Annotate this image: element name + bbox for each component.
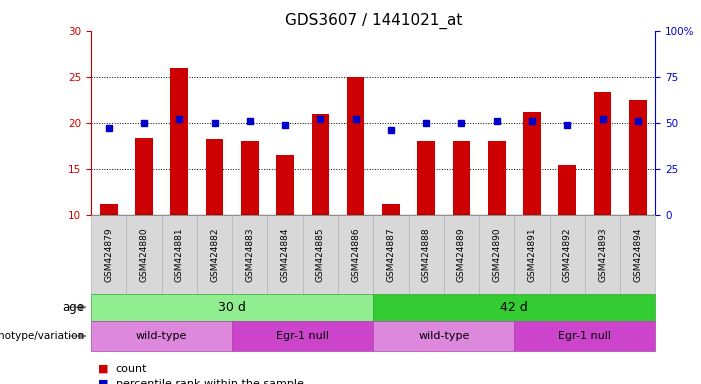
Text: 30 d: 30 d xyxy=(218,301,246,314)
Bar xyxy=(382,204,400,215)
Text: GSM424886: GSM424886 xyxy=(351,227,360,282)
Text: Egr-1 null: Egr-1 null xyxy=(276,331,329,341)
Bar xyxy=(629,100,646,215)
Text: GSM424889: GSM424889 xyxy=(457,227,466,282)
Text: count: count xyxy=(116,364,147,374)
Bar xyxy=(135,137,153,215)
Text: GSM424879: GSM424879 xyxy=(104,227,114,282)
Text: ■: ■ xyxy=(98,364,109,374)
Text: Egr-1 null: Egr-1 null xyxy=(559,331,611,341)
Text: age: age xyxy=(62,301,84,314)
Text: wild-type: wild-type xyxy=(136,331,187,341)
Bar xyxy=(559,165,576,215)
Bar xyxy=(311,114,329,215)
Bar xyxy=(206,139,224,215)
Text: GSM424891: GSM424891 xyxy=(527,227,536,282)
Bar xyxy=(100,204,118,215)
Text: GSM424883: GSM424883 xyxy=(245,227,254,282)
Text: genotype/variation: genotype/variation xyxy=(0,331,84,341)
Bar xyxy=(488,141,505,215)
Bar xyxy=(347,77,365,215)
Text: percentile rank within the sample: percentile rank within the sample xyxy=(116,379,304,384)
Text: GSM424885: GSM424885 xyxy=(316,227,325,282)
Text: GSM424887: GSM424887 xyxy=(386,227,395,282)
Text: GSM424890: GSM424890 xyxy=(492,227,501,282)
Text: GSM424892: GSM424892 xyxy=(563,227,572,281)
Title: GDS3607 / 1441021_at: GDS3607 / 1441021_at xyxy=(285,13,462,29)
Text: 42 d: 42 d xyxy=(501,301,529,314)
Text: GSM424888: GSM424888 xyxy=(422,227,430,282)
Text: ■: ■ xyxy=(98,379,109,384)
Text: GSM424893: GSM424893 xyxy=(598,227,607,282)
Text: wild-type: wild-type xyxy=(418,331,470,341)
Bar xyxy=(417,141,435,215)
Bar xyxy=(594,93,611,215)
Text: GSM424894: GSM424894 xyxy=(633,227,642,281)
Text: GSM424880: GSM424880 xyxy=(139,227,149,282)
Bar xyxy=(523,112,540,215)
Bar xyxy=(241,141,259,215)
Bar xyxy=(276,155,294,215)
Bar xyxy=(170,68,188,215)
Text: GSM424881: GSM424881 xyxy=(175,227,184,282)
Text: GSM424882: GSM424882 xyxy=(210,227,219,281)
Text: GSM424884: GSM424884 xyxy=(280,227,290,281)
Bar xyxy=(453,141,470,215)
